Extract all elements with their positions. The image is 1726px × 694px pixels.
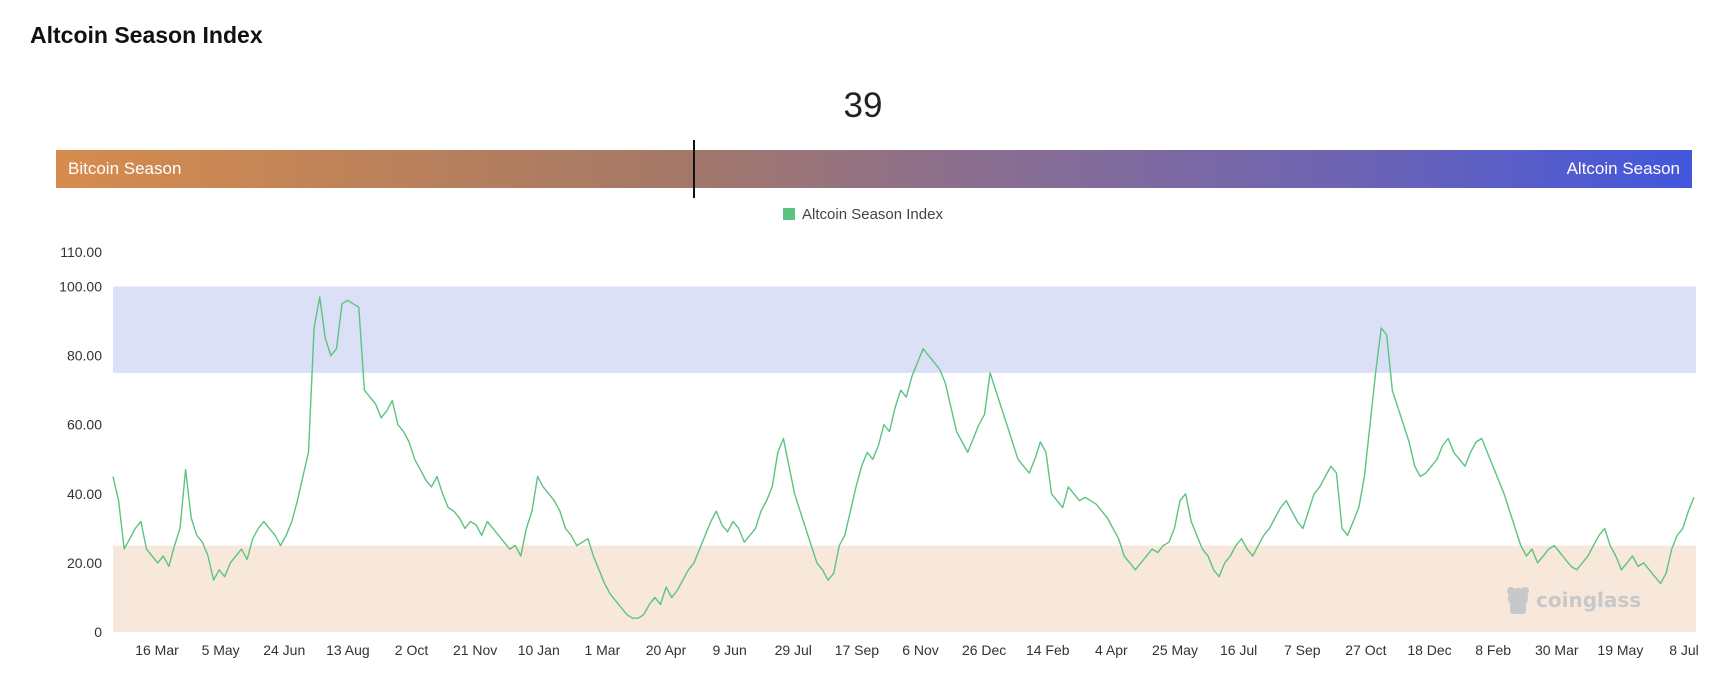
y-tick-label: 0 [94, 624, 102, 640]
x-tick-label: 29 Jul [775, 642, 812, 658]
legend-label: Altcoin Season Index [802, 206, 943, 223]
altcoin-season-band [113, 286, 1696, 373]
y-tick-label: 80.00 [67, 348, 102, 364]
x-tick-label: 8 Feb [1475, 642, 1511, 658]
x-tick-label: 2 Oct [395, 642, 429, 658]
x-tick-label: 7 Sep [1284, 642, 1321, 658]
y-tick-label: 60.00 [67, 417, 102, 433]
x-tick-label: 16 Mar [135, 642, 179, 658]
altcoin-season-label: Altcoin Season [1566, 159, 1680, 178]
coinglass-logo-icon [1507, 587, 1529, 614]
bitcoin-season-band [113, 545, 1696, 632]
watermark-text: coinglass [1536, 588, 1641, 612]
chart-legend[interactable]: Altcoin Season Index [0, 206, 1726, 223]
x-tick-label: 16 Jul [1220, 642, 1257, 658]
x-tick-label: 1 Mar [584, 642, 620, 658]
y-tick-label: 40.00 [67, 486, 102, 502]
bitcoin-season-label: Bitcoin Season [68, 159, 182, 178]
y-tick-label: 110.00 [60, 244, 102, 260]
season-gauge-bar: Bitcoin Season Altcoin Season [56, 140, 1692, 198]
x-tick-label: 18 Dec [1407, 642, 1451, 658]
x-tick-label: 6 Nov [902, 642, 939, 658]
x-tick-label: 20 Apr [646, 642, 687, 658]
page-title: Altcoin Season Index [30, 22, 263, 48]
y-tick-label: 100.00 [59, 279, 102, 295]
x-tick-label: 19 May [1597, 642, 1643, 658]
legend-swatch [783, 208, 796, 220]
x-tick-label: 4 Apr [1095, 642, 1128, 658]
x-tick-label: 5 May [202, 642, 240, 658]
x-tick-label: 30 Mar [1535, 642, 1579, 658]
x-tick-label: 8 Jul [1669, 642, 1699, 658]
x-tick-label: 25 May [1152, 642, 1198, 658]
gauge-marker [693, 140, 696, 198]
x-tick-label: 24 Jun [263, 642, 305, 658]
season-bands [113, 286, 1696, 632]
series-line-altcoin-season-index [112, 296, 1695, 619]
x-tick-label: 21 Nov [453, 642, 497, 658]
x-axis: 16 Mar 5 May 24 Jun 13 Aug 2 Oct 21 Nov 10 Jan… [135, 642, 1699, 658]
series-layer [112, 296, 1695, 619]
x-tick-label: 13 Aug [326, 642, 370, 658]
y-tick-label: 20.00 [67, 555, 102, 571]
x-tick-label: 27 Oct [1345, 642, 1386, 658]
x-tick-label: 26 Dec [962, 642, 1006, 658]
x-tick-label: 10 Jan [518, 642, 560, 658]
x-tick-label: 14 Feb [1026, 642, 1070, 658]
x-tick-label: 9 Jun [713, 642, 747, 658]
y-axis: 0 20.00 40.00 60.00 80.00 100.00 110.00 [59, 244, 102, 640]
index-value: 39 [843, 86, 883, 125]
x-tick-label: 17 Sep [835, 642, 880, 658]
watermark: coinglass [1507, 587, 1641, 614]
